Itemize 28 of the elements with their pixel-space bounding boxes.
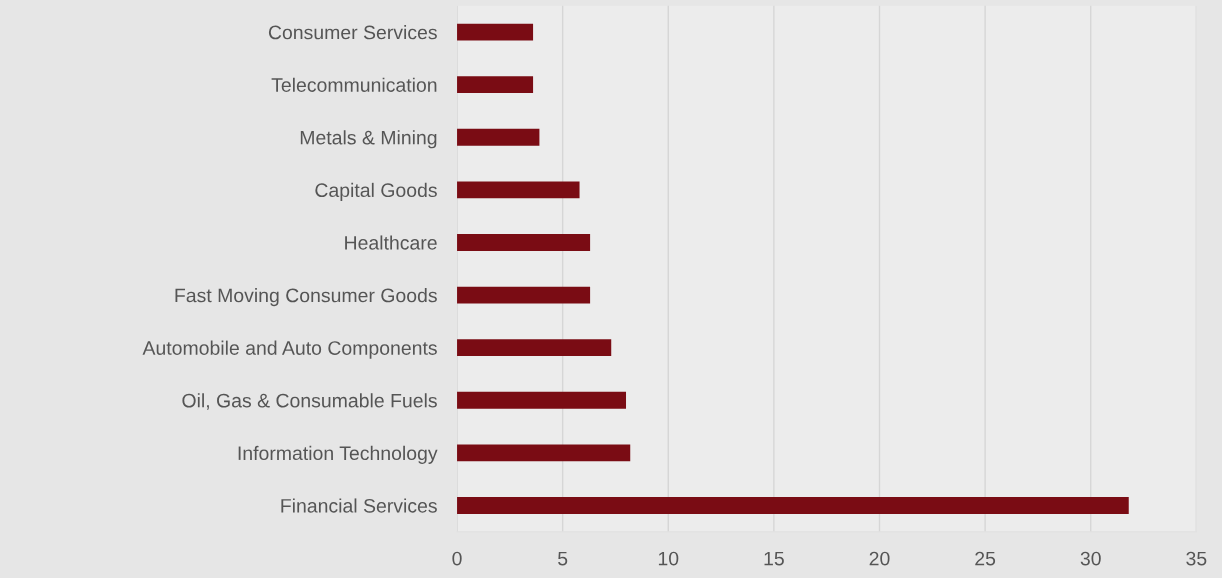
bar — [457, 76, 534, 94]
bar — [457, 181, 580, 199]
y-tick-label: Information Technology — [238, 445, 438, 464]
y-tick-label: Capital Goods — [315, 182, 437, 201]
x-tick-label: 20 — [869, 551, 890, 566]
x-tick-label: 10 — [658, 551, 679, 566]
y-tick-label: Healthcare — [345, 235, 437, 250]
bar — [457, 339, 612, 357]
bar — [457, 286, 591, 304]
x-tick-label: 25 — [975, 551, 996, 566]
x-tick-label: 35 — [1186, 551, 1207, 566]
y-tick-label: Fast Moving Consumer Goods — [175, 288, 437, 307]
bar — [457, 234, 591, 251]
x-tick-label: 15 — [764, 551, 784, 566]
bar — [457, 444, 631, 462]
y-tick-label: Automobile and Auto Components — [142, 340, 437, 359]
bar — [457, 391, 627, 409]
x-tick-label: 30 — [1080, 551, 1101, 566]
y-tick-label: Metals & Mining — [300, 130, 437, 149]
y-tick-label: Oil, Gas & Consumable Fuels — [182, 393, 437, 410]
bar — [457, 128, 540, 146]
y-tick-label: Financial Services — [281, 498, 437, 513]
bar — [457, 497, 1129, 514]
bar — [457, 23, 534, 41]
x-tick-label: 0 — [452, 551, 462, 566]
y-tick-label: Consumer Services — [268, 25, 437, 40]
y-tick-label: Telecommunication — [271, 77, 437, 92]
x-tick-label: 5 — [558, 551, 568, 566]
